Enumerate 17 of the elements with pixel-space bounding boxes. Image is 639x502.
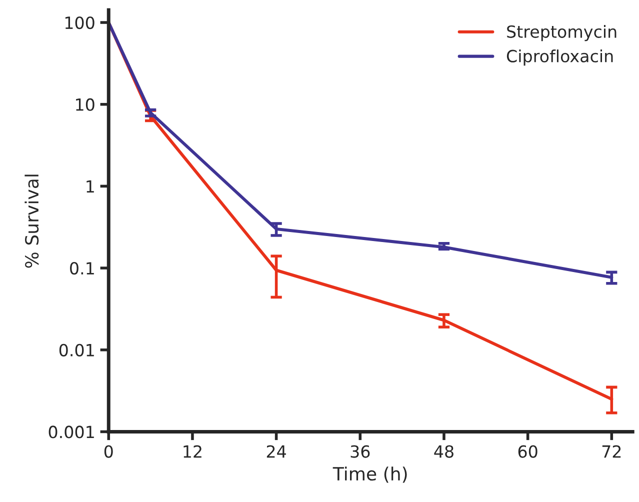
legend-label: Streptomycin — [507, 25, 616, 42]
x-tick-label: 12 — [184, 445, 202, 458]
x-tick-label: 60 — [518, 445, 538, 458]
x-axis-title: Time (h) — [332, 466, 407, 483]
y-tick-label: 0.1 — [70, 262, 94, 275]
x-tick-label: 0 — [104, 445, 113, 458]
x-tick-label: 36 — [350, 445, 370, 458]
y-tick-label: 1 — [86, 180, 94, 193]
y-axis-title: % Survival — [24, 174, 39, 268]
x-tick-label: 48 — [434, 445, 454, 458]
x-tick-label: 24 — [266, 445, 286, 458]
y-tick-label: 10 — [76, 98, 94, 111]
y-tick-label: 0.01 — [59, 344, 94, 356]
y-tick-label: 100 — [65, 16, 94, 30]
y-tick-label: 0.001 — [48, 426, 94, 438]
legend-label: Ciprofloxacin — [506, 50, 613, 66]
x-tick-label: 72 — [602, 445, 621, 458]
